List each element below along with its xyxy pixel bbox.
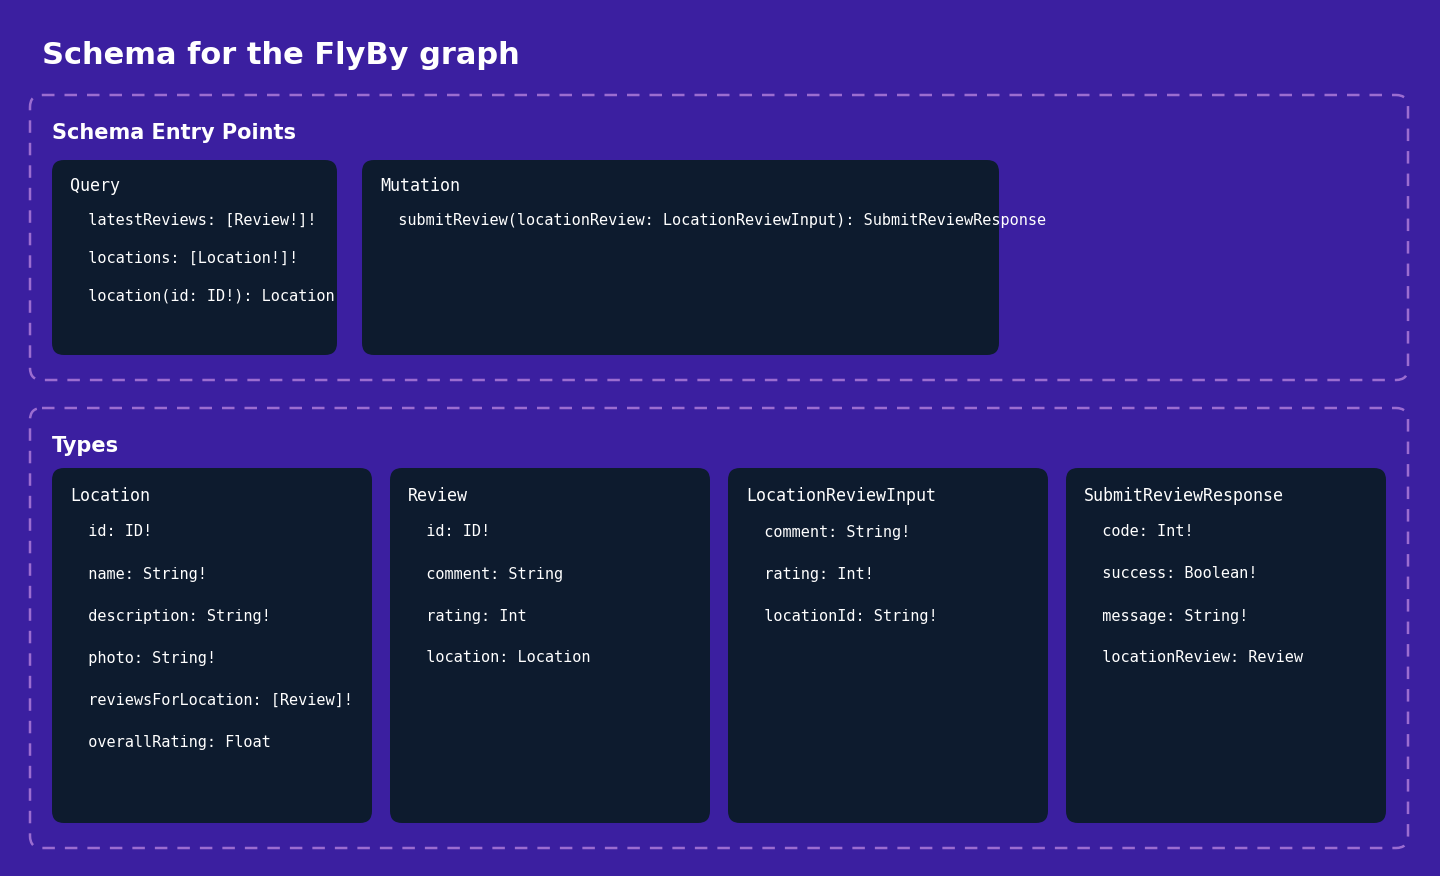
Text: Schema Entry Points: Schema Entry Points [52,123,297,143]
Text: Types: Types [52,436,120,456]
FancyBboxPatch shape [1066,468,1385,823]
Text: rating: Int!: rating: Int! [746,567,874,582]
Text: comment: String!: comment: String! [746,525,910,540]
Text: locations: [Location!]!: locations: [Location!]! [71,251,298,265]
FancyBboxPatch shape [52,160,337,355]
Text: message: String!: message: String! [1084,609,1248,624]
Text: rating: Int: rating: Int [408,609,527,624]
FancyBboxPatch shape [361,160,999,355]
FancyBboxPatch shape [52,468,372,823]
Text: Query: Query [71,177,120,195]
Text: code: Int!: code: Int! [1084,525,1194,540]
Text: LocationReviewInput: LocationReviewInput [746,487,936,505]
Text: location(id: ID!): Location: location(id: ID!): Location [71,288,334,303]
Text: Mutation: Mutation [380,177,459,195]
Text: location: Location: location: Location [408,651,590,666]
Text: Schema for the FlyBy graph: Schema for the FlyBy graph [42,40,520,69]
Text: overallRating: Float: overallRating: Float [71,734,271,750]
Text: submitReview(locationReview: LocationReviewInput): SubmitReviewResponse: submitReview(locationReview: LocationRev… [380,213,1045,228]
Text: Review: Review [408,487,468,505]
FancyBboxPatch shape [729,468,1048,823]
Text: Location: Location [71,487,150,505]
Text: latestReviews: [Review!]!: latestReviews: [Review!]! [71,213,317,228]
Text: name: String!: name: String! [71,567,207,582]
Text: success: Boolean!: success: Boolean! [1084,567,1257,582]
Text: description: String!: description: String! [71,609,271,624]
Text: locationId: String!: locationId: String! [746,609,937,624]
Text: locationReview: Review: locationReview: Review [1084,651,1303,666]
Text: id: ID!: id: ID! [408,525,490,540]
Text: reviewsForLocation: [Review]!: reviewsForLocation: [Review]! [71,693,353,708]
Text: id: ID!: id: ID! [71,525,153,540]
Text: photo: String!: photo: String! [71,651,216,666]
FancyBboxPatch shape [390,468,710,823]
Text: SubmitReviewResponse: SubmitReviewResponse [1084,487,1284,505]
Text: comment: String: comment: String [408,567,563,582]
